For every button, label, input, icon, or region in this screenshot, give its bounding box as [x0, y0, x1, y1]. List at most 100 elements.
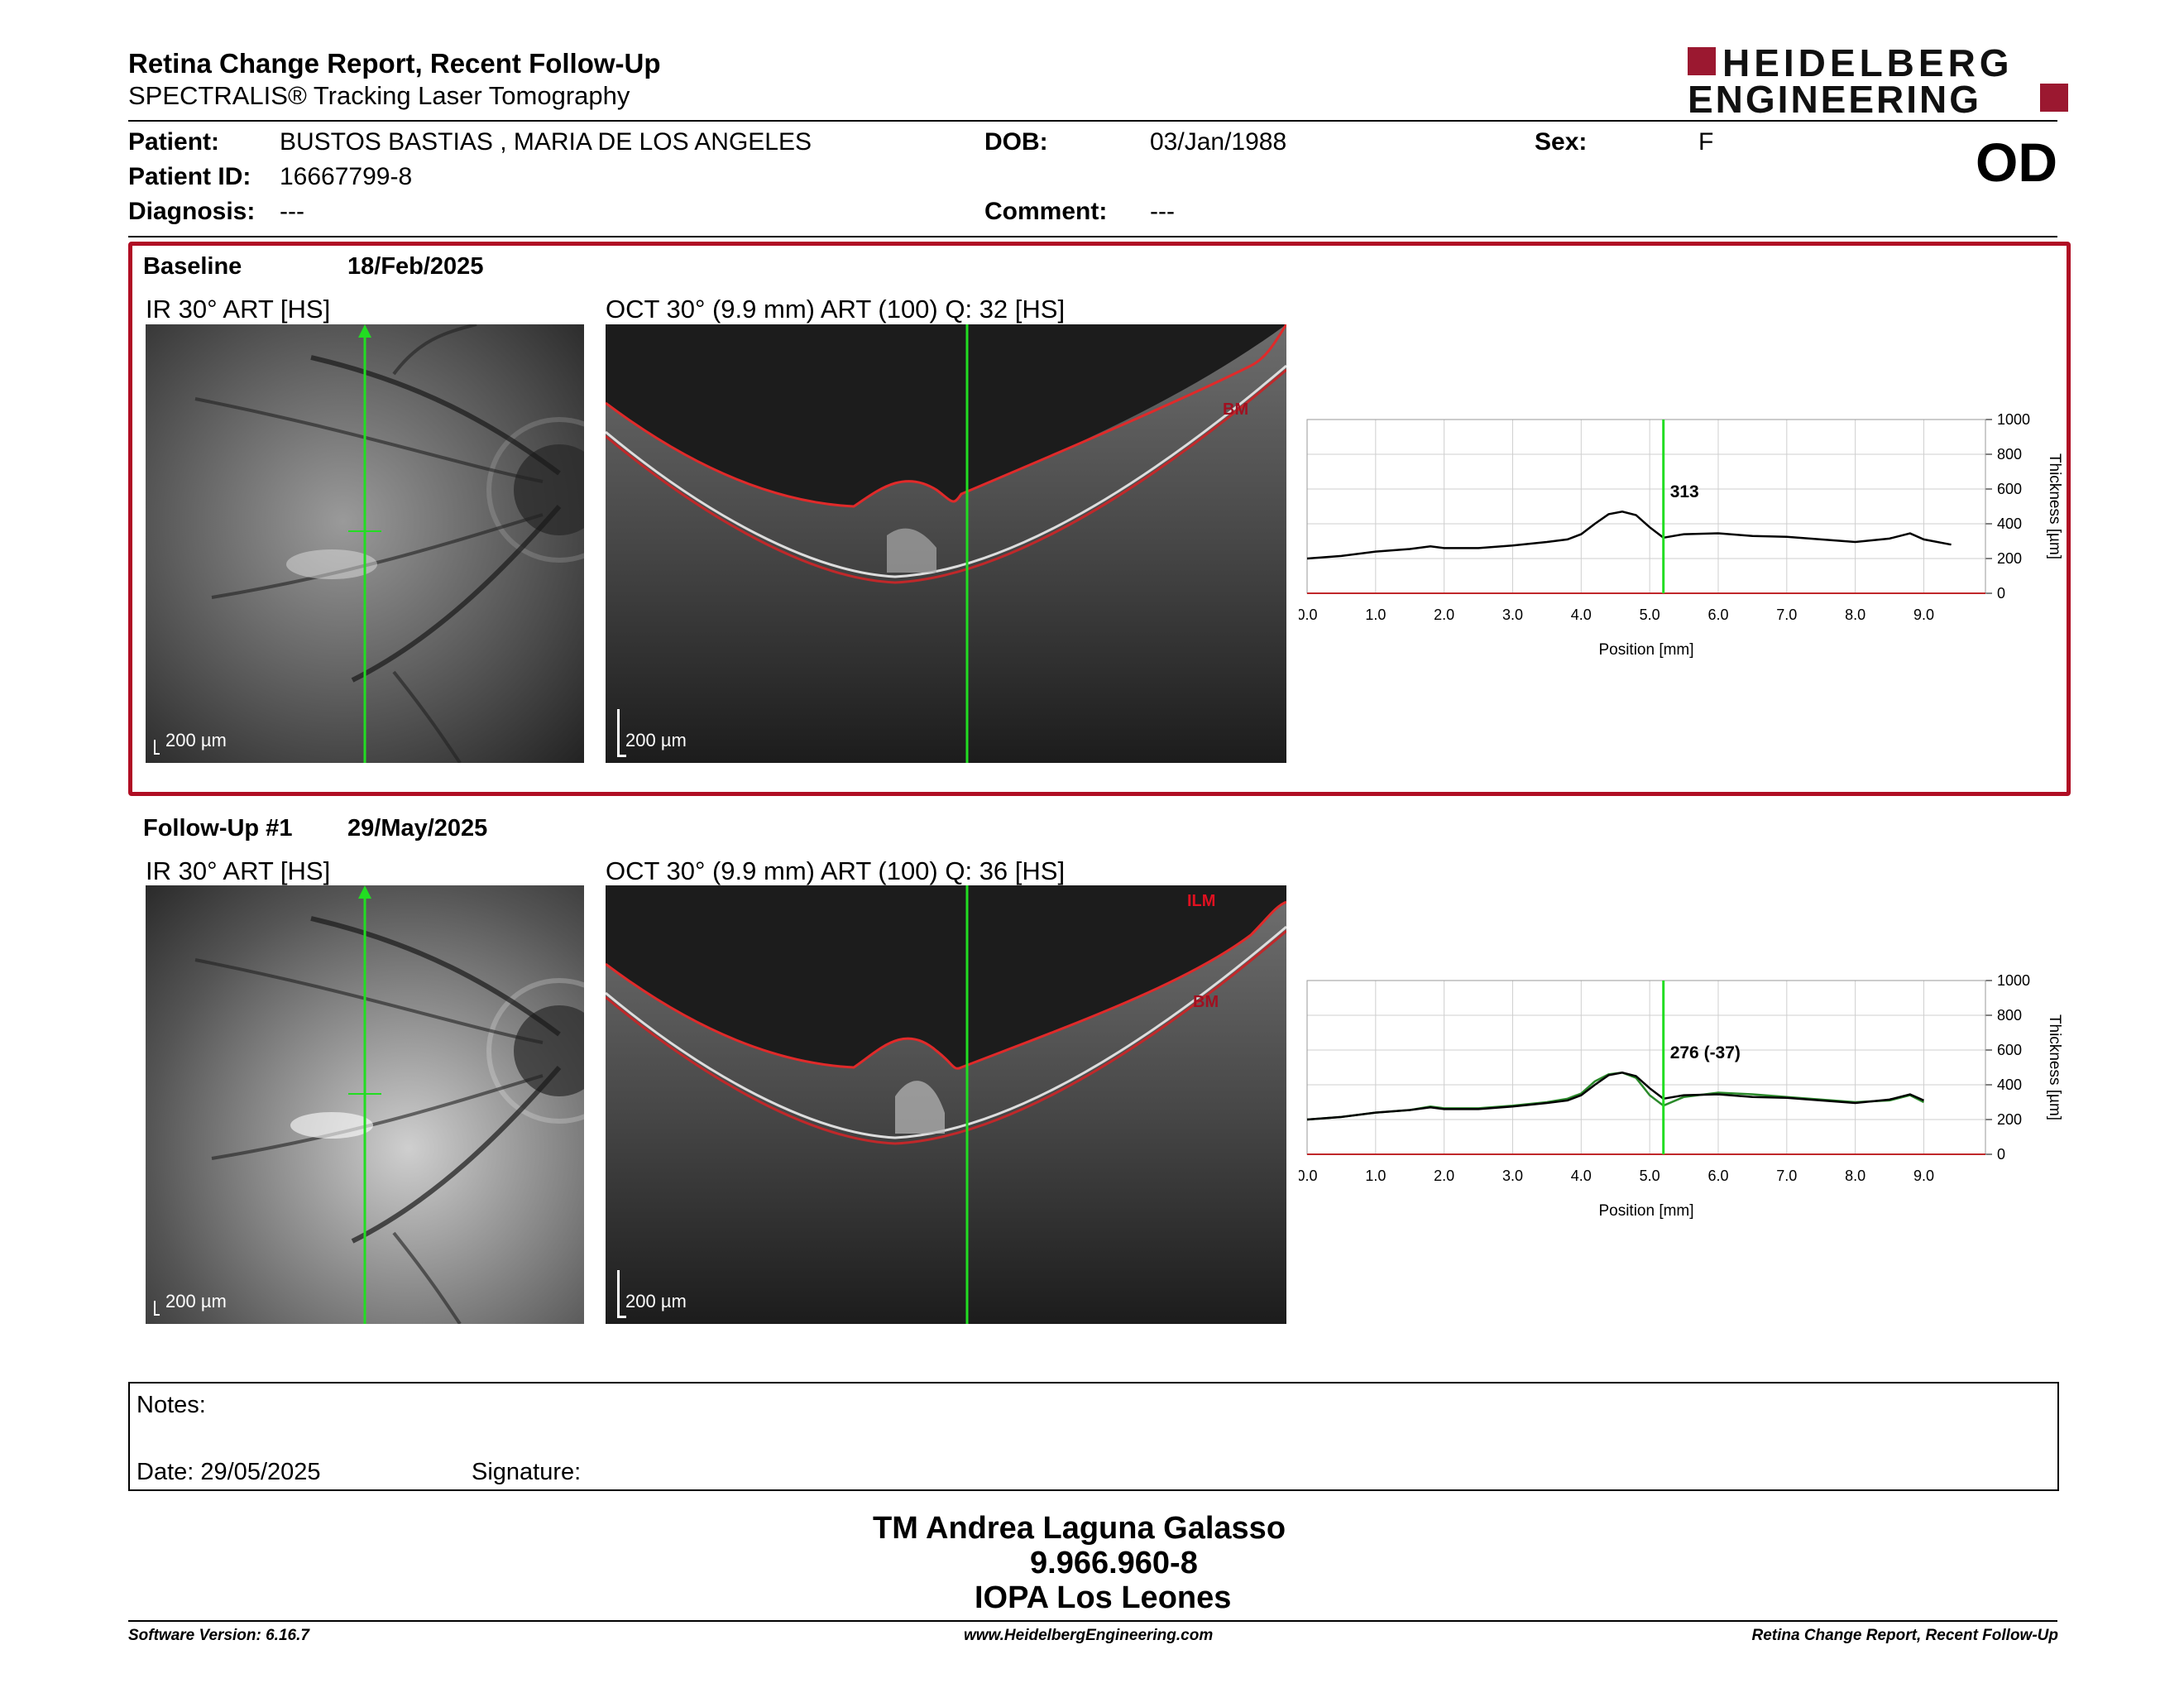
- y-axis-label: Thickness [µm]: [2046, 453, 2063, 559]
- followup-oct-label: OCT 30° (9.9 mm) ART (100) Q: 36 [HS]: [606, 856, 1066, 885]
- x-tick-label: 5.0: [1640, 1168, 1660, 1184]
- baseline-bm-marker: BM: [1223, 400, 1249, 419]
- x-tick-label: 3.0: [1502, 607, 1523, 623]
- y-tick-label: 1000: [1997, 972, 2030, 989]
- y-tick-label: 200: [1997, 1111, 2022, 1128]
- followup-ir-image[interactable]: 200 µm: [146, 885, 584, 1324]
- baseline-chart-svg: 0.0 1.0 2.0 3.0 4.0 5.0 6.0 7.0 8.0 9.0 0 200 400 600…: [1296, 411, 2063, 659]
- marker-value-label: 313: [1670, 482, 1699, 501]
- baseline-oct-scale: 200 µm: [625, 730, 687, 750]
- report-subtitle: SPECTRALIS® Tracking Laser Tomography: [128, 81, 630, 110]
- report-title: Retina Change Report, Recent Follow-Up: [128, 48, 661, 79]
- y-tick-label: 400: [1997, 516, 2022, 532]
- x-tick-label: 4.0: [1571, 1168, 1592, 1184]
- x-tick-label: 8.0: [1845, 1168, 1866, 1184]
- logo-line1: HEIDELBERG: [1722, 41, 2014, 84]
- thickness-series-line: [1306, 1072, 1925, 1121]
- plot-frame: [1306, 980, 1986, 1155]
- dob-label: DOB:: [984, 128, 1048, 156]
- logo-square-top: [1688, 47, 1716, 75]
- website-link[interactable]: www.HeidelbergEngineering.com: [964, 1627, 1214, 1644]
- patient-label: Patient:: [128, 128, 220, 156]
- software-version: Software Version: 6.16.7: [128, 1627, 309, 1644]
- plot-frame: [1306, 419, 1986, 594]
- footer-rule: [128, 1620, 2057, 1622]
- marker-value-label: 276 (-37): [1670, 1043, 1741, 1062]
- scale-bar-icon: [154, 740, 160, 755]
- header-rule: [128, 120, 2057, 122]
- dob-value: 03/Jan/1988: [1150, 128, 1287, 156]
- followup-date: 29/May/2025: [347, 815, 488, 842]
- sex-label: Sex:: [1535, 128, 1588, 156]
- baseline-date: 18/Feb/2025: [347, 253, 484, 280]
- baseline-panel: [128, 242, 2071, 796]
- y-tick-label: 400: [1997, 1077, 2022, 1093]
- y-tick-label: 1000: [1997, 411, 2030, 428]
- baseline-oct-label: OCT 30° (9.9 mm) ART (100) Q: 32 [HS]: [606, 295, 1066, 324]
- footer-report-name: Retina Change Report, Recent Follow-Up: [1751, 1627, 2058, 1644]
- followup-ir-label: IR 30° ART [HS]: [146, 856, 331, 885]
- followup-oct-image[interactable]: ILM BM 200 µm: [606, 885, 1286, 1324]
- x-tick-label: 0.0: [1299, 1168, 1318, 1184]
- x-tick-label: 6.0: [1707, 1168, 1728, 1184]
- patient-id-label: Patient ID:: [128, 163, 251, 190]
- signature-label: Signature:: [472, 1459, 582, 1485]
- heidelberg-logo: HEIDELBERG ENGINEERING: [1688, 41, 2068, 121]
- y-tick-label: 0: [1997, 585, 2005, 602]
- x-axis-label: Position [mm]: [1598, 641, 1693, 659]
- y-tick-label: 800: [1997, 446, 2022, 463]
- y-tick-label: 200: [1997, 550, 2022, 567]
- x-tick-label: 5.0: [1640, 607, 1660, 623]
- y-axis-label: Thickness [µm]: [2046, 1014, 2063, 1120]
- x-tick-label: 2.0: [1434, 1168, 1454, 1184]
- x-tick-label: 2.0: [1434, 607, 1454, 623]
- followup-ir-scale: 200 µm: [165, 1291, 227, 1312]
- x-tick-label: 9.0: [1913, 1168, 1934, 1184]
- baseline-ir-scale: 200 µm: [165, 730, 227, 750]
- baseline-ir-label: IR 30° ART [HS]: [146, 295, 331, 324]
- notes-date: Date: 29/05/2025: [136, 1459, 321, 1485]
- notes-label: Notes:: [136, 1392, 206, 1418]
- patient-name: BUSTOS BASTIAS , MARIA DE LOS ANGELES: [280, 128, 812, 156]
- followup-oct-scale: 200 µm: [625, 1291, 687, 1312]
- x-tick-label: 0.0: [1299, 607, 1318, 623]
- x-tick-label: 6.0: [1707, 607, 1728, 623]
- baseline-ir-image[interactable]: 200 µm: [146, 324, 584, 763]
- y-tick-label: 600: [1997, 1042, 2022, 1058]
- notes-box[interactable]: Notes: Date: 29/05/2025 Signature:: [128, 1382, 2059, 1491]
- followup-thickness-chart: 0.0 1.0 2.0 3.0 4.0 5.0 6.0 7.0 8.0 9.0 0 200 400 600…: [1296, 971, 2076, 1235]
- y-tick-label: 0: [1997, 1146, 2005, 1163]
- comment-label: Comment:: [984, 198, 1108, 225]
- x-tick-label: 4.0: [1571, 607, 1592, 623]
- baseline-label: Baseline: [143, 253, 242, 280]
- logo-line2: ENGINEERING: [1688, 78, 1982, 121]
- diagnosis-label: Diagnosis:: [128, 198, 256, 225]
- x-axis-label: Position [mm]: [1598, 1202, 1693, 1220]
- scale-bar-icon: [617, 1270, 626, 1318]
- patient-id: 16667799-8: [280, 163, 413, 190]
- y-tick-label: 800: [1997, 1007, 2022, 1024]
- followup-ilm-marker: ILM: [1187, 892, 1216, 910]
- scale-bar-icon: [154, 1301, 160, 1316]
- signer-name: TM Andrea Laguna Galasso: [873, 1511, 1286, 1546]
- followup-chart-svg: 0.0 1.0 2.0 3.0 4.0 5.0 6.0 7.0 8.0 9.0 0 200 400 600…: [1296, 972, 2063, 1220]
- sex-value: F: [1698, 128, 1714, 156]
- eye-indicator: OD: [1976, 132, 2057, 193]
- x-tick-label: 7.0: [1776, 1168, 1797, 1184]
- patient-rule: [128, 236, 2057, 237]
- x-tick-label: 1.0: [1365, 1168, 1386, 1184]
- scale-bar-icon: [617, 709, 626, 757]
- signer-id: 9.966.960-8: [1030, 1546, 1198, 1580]
- diagnosis-value: ---: [280, 198, 304, 225]
- signer-institution: IOPA Los Leones: [975, 1580, 1232, 1615]
- baseline-thickness-chart: 0.0 1.0 2.0 3.0 4.0 5.0 6.0 7.0 8.0 9.0 0 200 400 600…: [1296, 410, 2076, 674]
- comment-value: ---: [1150, 198, 1175, 225]
- thickness-series-line: [1306, 511, 1952, 560]
- logo-square-bottom: [2040, 84, 2068, 112]
- x-tick-label: 7.0: [1776, 607, 1797, 623]
- y-tick-label: 600: [1997, 481, 2022, 497]
- baseline-oct-image[interactable]: BM 200 µm: [606, 324, 1286, 763]
- x-tick-label: 1.0: [1365, 607, 1386, 623]
- x-tick-label: 3.0: [1502, 1168, 1523, 1184]
- followup-bm-marker: BM: [1193, 993, 1219, 1011]
